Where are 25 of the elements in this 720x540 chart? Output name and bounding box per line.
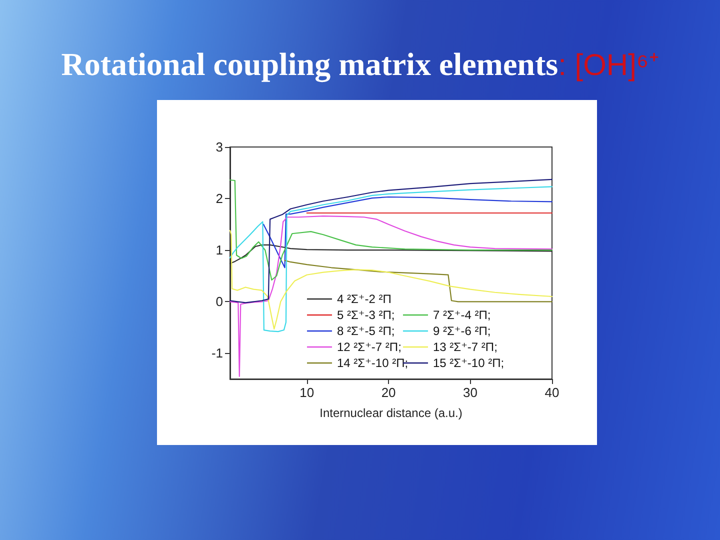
x-axis-title: Internuclear distance (a.u.) [320, 406, 462, 420]
line-series [229, 179, 553, 281]
x-tick-label: 30 [463, 385, 478, 400]
legend-label: 9 ²Σ⁺-6 ²Π; [433, 324, 491, 338]
y-tick-label: 1 [216, 242, 223, 258]
x-tick-label: 10 [300, 385, 314, 400]
y-tick-label: -1 [211, 346, 223, 361]
legend-label: 4 ²Σ⁺-2 ²Π [337, 292, 392, 306]
y-tick-label: 3 [216, 140, 223, 154]
line-series [229, 216, 553, 377]
legend-label: 5 ²Σ⁺-3 ²Π; [337, 308, 395, 322]
legend-label: 13 ²Σ⁺-7 ²Π; [433, 340, 498, 354]
x-tick-label: 20 [381, 385, 396, 400]
y-tick-label: 2 [216, 191, 223, 206]
legend-label: 12 ²Σ⁺-7 ²Π; [337, 340, 402, 354]
legend-label: 7 ²Σ⁺-4 ²Π; [433, 308, 491, 322]
x-tick-label: 40 [544, 385, 560, 400]
line-series [284, 260, 553, 302]
chart-title: Rotational coupling matrix elements: [OH]⁶⁺ [61, 46, 659, 82]
legend-label: 14 ²Σ⁺-10 ²Π; [337, 356, 408, 370]
y-tick-label: 0 [216, 294, 223, 310]
legend-label: 8 ²Σ⁺-5 ²Π; [337, 324, 395, 338]
line-series [262, 196, 553, 268]
legend-label: 15 ²Σ⁺-10 ²Π; [433, 356, 504, 370]
line-series [229, 178, 553, 304]
